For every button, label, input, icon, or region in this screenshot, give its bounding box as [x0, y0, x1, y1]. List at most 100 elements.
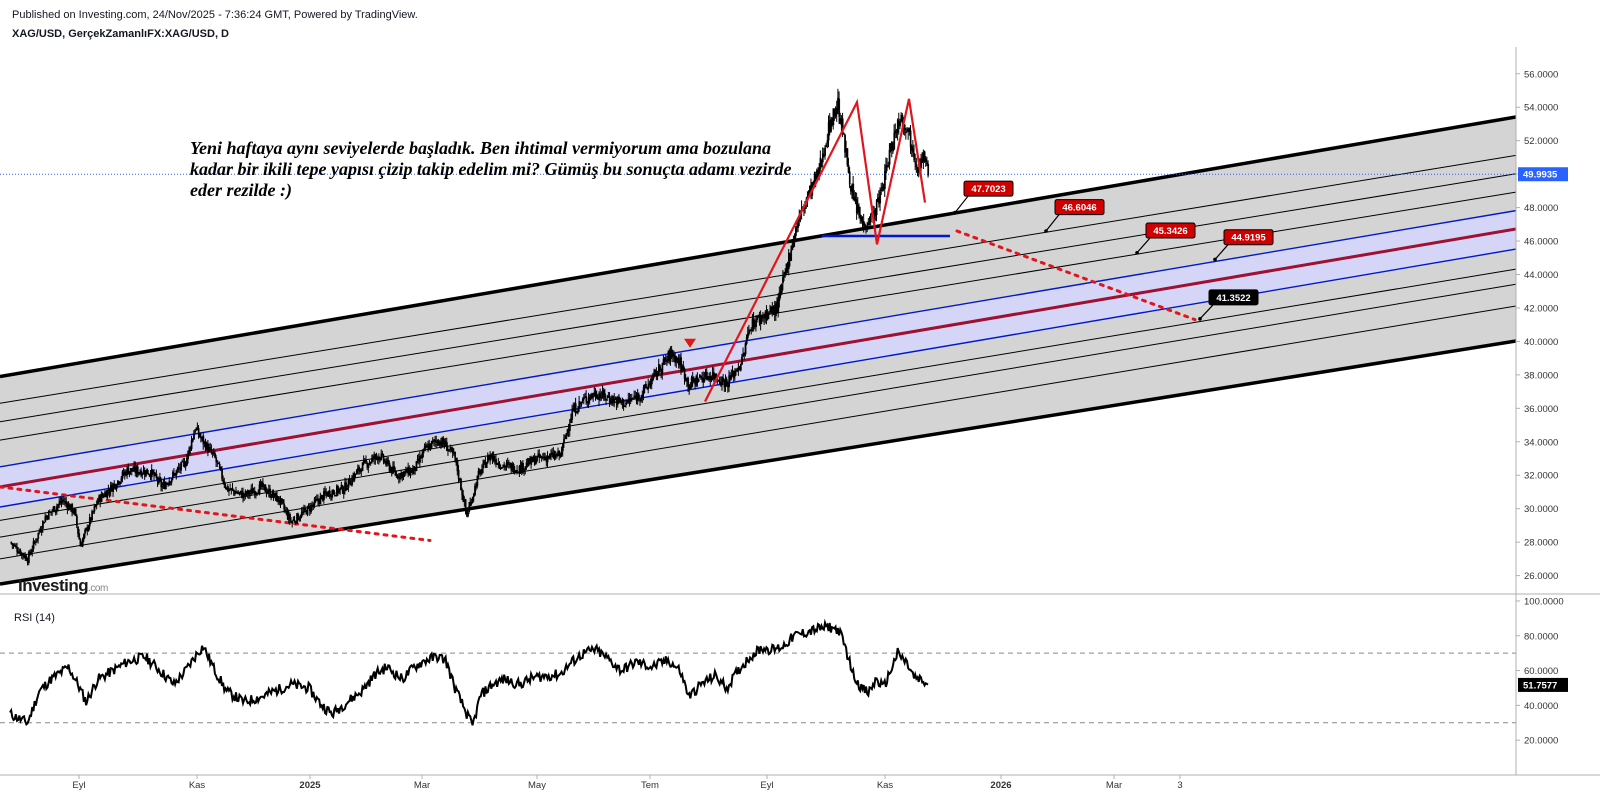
- candle-body: [194, 430, 197, 433]
- price-label-text: 45.3426: [1153, 226, 1187, 237]
- rsi-y-tick-label: 100.0000: [1524, 596, 1564, 607]
- candle-body: [745, 337, 748, 344]
- candle-body: [199, 433, 201, 437]
- candle-body: [282, 499, 284, 504]
- price-label-anchor: [1135, 250, 1139, 255]
- candle-body: [927, 163, 930, 176]
- y-tick-label: 26.0000: [1524, 571, 1558, 582]
- candle-body: [91, 511, 93, 521]
- candle-body: [249, 492, 252, 494]
- candle-body: [74, 508, 77, 516]
- candle-body: [258, 484, 261, 495]
- candle-body: [47, 510, 50, 520]
- x-tick-label: Kas: [189, 780, 206, 791]
- candle-body: [197, 428, 200, 436]
- price-label-text: 41.3522: [1216, 293, 1250, 304]
- y-tick-label: 42.0000: [1524, 303, 1558, 314]
- candle-body: [653, 371, 656, 376]
- rsi-title: RSI (14): [14, 612, 55, 624]
- candle-body: [415, 461, 418, 472]
- candle-body: [592, 396, 595, 398]
- candle-body: [238, 491, 241, 494]
- candle-body: [784, 272, 787, 275]
- candle-body: [343, 491, 345, 494]
- candle-body: [571, 409, 574, 420]
- candle-body: [903, 124, 906, 131]
- current-price-badge: [1518, 167, 1568, 182]
- candle-body: [824, 147, 827, 156]
- candle-body: [81, 538, 84, 547]
- candle-body: [333, 492, 336, 495]
- candle-body: [756, 316, 759, 320]
- candle-body: [51, 510, 54, 512]
- candle-body: [629, 399, 632, 402]
- candle-body: [777, 298, 780, 313]
- candle-body: [725, 378, 728, 385]
- candle-body: [361, 462, 364, 471]
- candle-body: [607, 395, 610, 398]
- candle-body: [624, 405, 626, 407]
- candle-body: [522, 462, 524, 472]
- candle-body: [312, 504, 315, 507]
- candle-body: [683, 368, 686, 380]
- candle-body: [641, 394, 644, 398]
- price-label-text: 47.7023: [971, 184, 1005, 195]
- candle-body: [214, 453, 216, 458]
- candle-body: [37, 532, 40, 539]
- y-tick-label: 36.0000: [1524, 404, 1558, 415]
- candle-body: [663, 357, 666, 361]
- candle-body: [506, 461, 509, 464]
- candle-body: [419, 455, 421, 463]
- candle-body: [221, 468, 223, 479]
- candle-body: [191, 438, 194, 442]
- channel-line-4: [0, 209, 1516, 468]
- candle-body: [216, 460, 219, 463]
- candle-body: [387, 460, 390, 464]
- candle-body: [741, 356, 743, 365]
- candle-body: [652, 374, 654, 381]
- candle-body: [826, 140, 829, 144]
- candle-body: [146, 468, 149, 474]
- candle-body: [84, 529, 86, 534]
- candle-body: [381, 453, 384, 455]
- candle-body: [107, 489, 110, 492]
- candle-body: [622, 399, 625, 408]
- candle-body: [436, 440, 439, 443]
- candle-body: [647, 384, 650, 390]
- candle-body: [687, 377, 690, 387]
- candle-body: [293, 520, 296, 522]
- candle-body: [697, 378, 700, 382]
- candle-body: [501, 467, 503, 469]
- candle-body: [913, 153, 916, 160]
- candle-body: [40, 529, 43, 533]
- candle-body: [328, 490, 331, 497]
- candle-body: [299, 517, 302, 519]
- candle-body: [869, 213, 872, 223]
- symbol-title: XAG/USD, GerçekZamanlıFX:XAG/USD, D: [12, 28, 229, 40]
- candle-body: [577, 409, 579, 413]
- candle-body: [57, 504, 60, 507]
- candle-body: [155, 473, 158, 478]
- x-tick-label: Eyl: [72, 780, 85, 791]
- candle-body: [852, 183, 855, 199]
- candle-body: [632, 397, 634, 399]
- candle-body: [782, 276, 784, 284]
- candle-body: [375, 454, 378, 458]
- candle-body: [879, 191, 882, 204]
- candle-body: [136, 466, 139, 475]
- candle-body: [638, 394, 640, 399]
- candle-body: [920, 158, 923, 168]
- candle-body: [365, 460, 367, 463]
- y-tick-label: 28.0000: [1524, 538, 1558, 549]
- candle-body: [825, 144, 828, 147]
- double-top-pattern: [704, 98, 927, 403]
- candle-body: [734, 371, 736, 377]
- candle-body: [666, 358, 668, 362]
- candle-body: [367, 464, 370, 468]
- published-info: Published on Investing.com, 24/Nov/2025 …: [12, 9, 418, 21]
- candle-body: [887, 165, 890, 167]
- x-tick-label: Mar: [1106, 780, 1122, 791]
- price-label-box: [1145, 222, 1196, 239]
- price-label-anchor: [1213, 257, 1217, 262]
